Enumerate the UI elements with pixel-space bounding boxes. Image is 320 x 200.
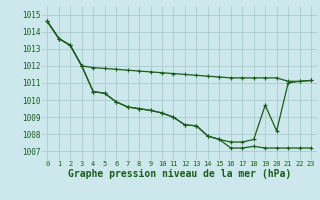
X-axis label: Graphe pression niveau de la mer (hPa): Graphe pression niveau de la mer (hPa) [68, 169, 291, 179]
